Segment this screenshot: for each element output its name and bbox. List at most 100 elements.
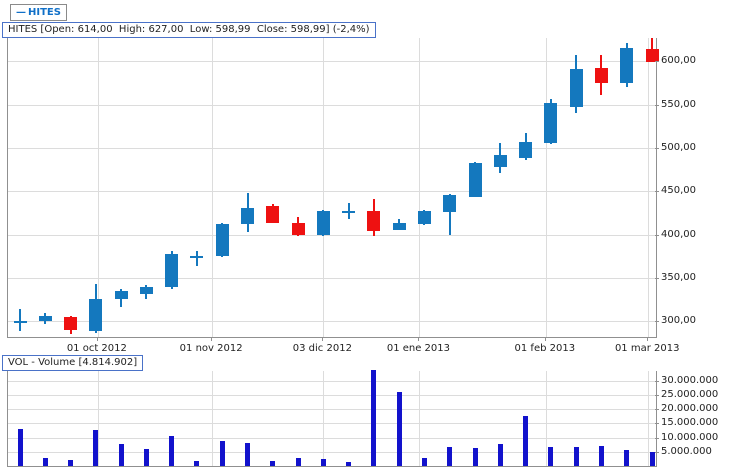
candle-wick xyxy=(195,251,198,266)
price-axis-label: 550,00 xyxy=(661,98,696,110)
volume-bar xyxy=(523,416,529,466)
volume-bar xyxy=(624,449,630,466)
price-gridline xyxy=(8,234,656,236)
volume-bar xyxy=(346,462,352,466)
price-axis-label: 450,00 xyxy=(661,185,696,197)
volume-gridline xyxy=(8,423,656,425)
candle-up xyxy=(493,155,507,168)
price-axis-tick xyxy=(655,148,659,150)
candle-down xyxy=(645,49,659,63)
volume-bar xyxy=(472,448,478,466)
candle-down xyxy=(291,222,305,235)
date-gridline xyxy=(419,371,421,466)
candle-up xyxy=(38,316,52,322)
candle-wick xyxy=(448,194,451,235)
price-axis-label: 300,00 xyxy=(661,315,696,327)
date-gridline xyxy=(419,38,421,337)
candle-up xyxy=(139,286,153,294)
volume-gridline xyxy=(8,409,656,411)
volume-gridline xyxy=(8,451,656,453)
date-gridline xyxy=(648,371,650,466)
price-gridline xyxy=(8,278,656,280)
date-gridline xyxy=(97,38,99,337)
volume-bar xyxy=(396,391,402,466)
candle-wick xyxy=(19,309,21,331)
date-gridline xyxy=(323,38,325,337)
date-axis-tick xyxy=(418,337,420,341)
volume-axis-tick xyxy=(655,409,659,411)
volume-bar xyxy=(573,446,579,466)
price-axis-tick xyxy=(655,321,659,323)
price-axis-label: 400,00 xyxy=(661,228,696,240)
volume-axis-label: 5.000.000 xyxy=(661,445,712,457)
candle-up xyxy=(417,211,431,225)
candle-down xyxy=(367,211,381,232)
volume-chart-area[interactable] xyxy=(7,370,657,467)
volume-panel-title: VOL - Volume [4.814.902] xyxy=(2,355,144,371)
price-chart-area[interactable] xyxy=(7,38,659,338)
candle-wick xyxy=(347,202,350,220)
date-gridline xyxy=(212,38,214,337)
candle-up xyxy=(443,194,457,213)
volume-bar xyxy=(421,457,427,466)
date-axis-tick xyxy=(647,337,649,341)
volume-bar xyxy=(270,460,276,466)
volume-axis-label: 25.000.000 xyxy=(661,388,719,400)
volume-bar xyxy=(245,442,251,466)
volume-bar xyxy=(42,457,48,466)
candle-up xyxy=(215,224,229,257)
date-gridline xyxy=(648,38,650,337)
date-axis-tick xyxy=(96,337,98,341)
series-legend-label: HITES xyxy=(28,7,61,18)
price-gridline xyxy=(8,321,656,323)
date-axis-tick xyxy=(544,337,546,341)
volume-bar xyxy=(649,452,655,466)
date-gridline xyxy=(545,371,547,466)
volume-axis-label: 30.000.000 xyxy=(661,374,719,386)
price-gridline xyxy=(8,61,656,63)
price-axis-tick xyxy=(655,234,659,236)
candle-up xyxy=(468,162,482,197)
volume-axis-label: 20.000.000 xyxy=(661,403,719,415)
volume-bar xyxy=(548,446,554,466)
date-gridline xyxy=(545,38,547,337)
candle-up xyxy=(114,291,128,299)
volume-axis-tick xyxy=(655,423,659,425)
volume-bar xyxy=(93,430,99,466)
price-axis-tick xyxy=(655,278,659,280)
date-axis-label: 01 ene 2013 xyxy=(386,343,451,354)
volume-bar xyxy=(169,435,175,466)
price-axis-tick xyxy=(655,61,659,63)
candle-up xyxy=(544,103,558,143)
candle-down xyxy=(64,317,78,331)
candle-up xyxy=(241,207,255,225)
price-gridline xyxy=(8,148,656,150)
volume-axis-tick xyxy=(655,437,659,439)
date-gridline xyxy=(212,371,214,466)
price-axis-label: 500,00 xyxy=(661,142,696,154)
price-axis-label: 600,00 xyxy=(661,55,696,67)
candle-up xyxy=(89,298,103,331)
volume-bar xyxy=(118,443,124,466)
candle-down xyxy=(594,68,608,84)
volume-bar xyxy=(68,460,74,466)
volume-axis-tick xyxy=(655,380,659,382)
date-gridline xyxy=(323,371,325,466)
price-panel-title: HITES [Open: 614,00 High: 627,00 Low: 59… xyxy=(2,22,376,38)
series-legend-chip[interactable]: — HITES xyxy=(10,4,67,21)
volume-bar xyxy=(143,448,149,466)
volume-bar xyxy=(295,457,301,466)
date-axis-label: 03 dic 2012 xyxy=(292,343,352,354)
volume-bar xyxy=(447,446,453,466)
candle-up xyxy=(342,211,356,214)
volume-bar xyxy=(17,429,23,466)
candle-up xyxy=(316,211,330,235)
volume-bar xyxy=(371,370,377,466)
volume-axis-label: 10.000.000 xyxy=(661,431,719,443)
price-axis-tick xyxy=(655,104,659,106)
candle-up xyxy=(165,253,179,287)
candle-up xyxy=(392,222,406,230)
date-axis-label: 01 oct 2012 xyxy=(66,343,127,354)
volume-bar xyxy=(194,460,200,466)
